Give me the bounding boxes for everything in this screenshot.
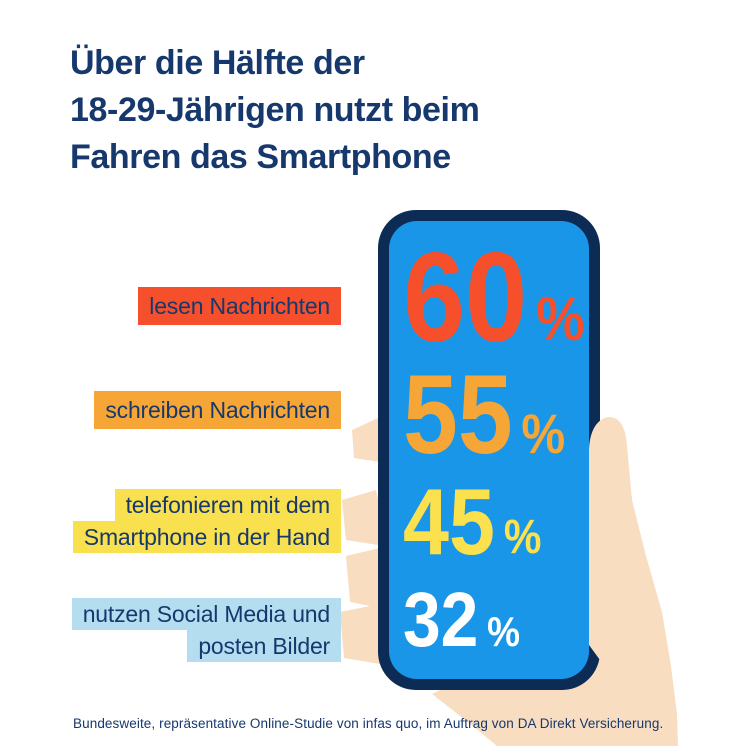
percent-sign: % [521, 402, 566, 465]
fingertip-2-shape [342, 490, 382, 545]
source-footnote: Bundesweite, repräsentative Online-Studi… [73, 716, 664, 731]
label-line: telefonieren mit dem [114, 489, 341, 521]
percent-sign: % [487, 608, 521, 656]
thumb-shape [589, 417, 644, 662]
stat-number: 60 [403, 226, 528, 368]
label-social-media: nutzen Social Media und posten Bilder [71, 598, 341, 662]
label-lesen-nachrichten: lesen Nachrichten [138, 287, 341, 325]
label-line: nutzen Social Media und [71, 598, 341, 630]
percent-sign: % [536, 284, 585, 354]
fingertip-3-shape [346, 548, 384, 608]
smartphone-illustration: 60% 55% 45% 32% [378, 210, 600, 690]
label-telefonieren: telefonieren mit dem Smartphone in der H… [72, 489, 341, 553]
stat-value-lesen-nachrichten: 60% [403, 226, 585, 368]
label-line: schreiben Nachrichten [94, 391, 341, 429]
label-line: lesen Nachrichten [138, 287, 341, 325]
fingertip-4-shape [340, 604, 384, 664]
label-schreiben-nachrichten: schreiben Nachrichten [94, 391, 341, 429]
percent-sign: % [503, 510, 542, 564]
stat-number: 45 [403, 469, 496, 574]
stat-number: 32 [403, 577, 479, 663]
stat-value-telefonieren: 45% [403, 469, 542, 574]
stat-number: 55 [403, 352, 513, 477]
label-line: posten Bilder [187, 630, 341, 662]
page-title: Über die Hälfte der 18-29-Jährigen nutzt… [70, 44, 480, 176]
stat-value-schreiben-nachrichten: 55% [403, 352, 566, 477]
stat-value-social-media: 32% [403, 577, 521, 663]
smartphone-screen: 60% 55% 45% 32% [389, 221, 589, 679]
fingertip-1-shape [352, 418, 384, 462]
label-line: Smartphone in der Hand [72, 521, 341, 553]
